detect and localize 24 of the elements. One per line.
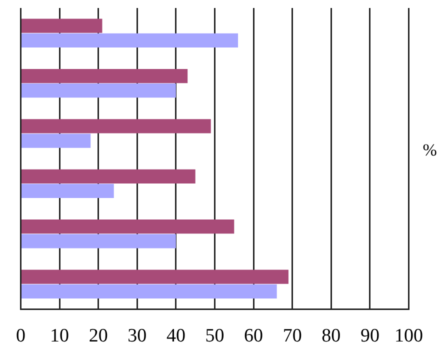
text: %	[422, 140, 437, 160]
bar	[22, 184, 114, 198]
x-tick-label: 50	[205, 326, 224, 347]
bar	[22, 234, 176, 248]
bar	[22, 84, 176, 98]
bar	[22, 18, 102, 33]
x-tick-label: 60	[244, 326, 264, 347]
bar	[22, 220, 234, 234]
bar	[22, 270, 288, 284]
bar	[22, 169, 196, 184]
x-tick-label: 10	[50, 326, 70, 347]
x-tick-label: 70	[282, 326, 302, 347]
x-tick-label: 100	[394, 326, 423, 347]
bar	[22, 33, 238, 48]
bar	[22, 284, 277, 298]
x-tick-label: 0	[16, 326, 26, 347]
bar	[22, 68, 188, 84]
bar	[22, 119, 211, 134]
x-tick-label: 90	[360, 326, 380, 347]
bar	[22, 134, 91, 148]
x-tick-label: 40	[166, 326, 186, 347]
x-tick-label: 30	[128, 326, 147, 347]
x-tick-label: 20	[88, 326, 108, 347]
x-tick-label: 80	[322, 326, 341, 347]
